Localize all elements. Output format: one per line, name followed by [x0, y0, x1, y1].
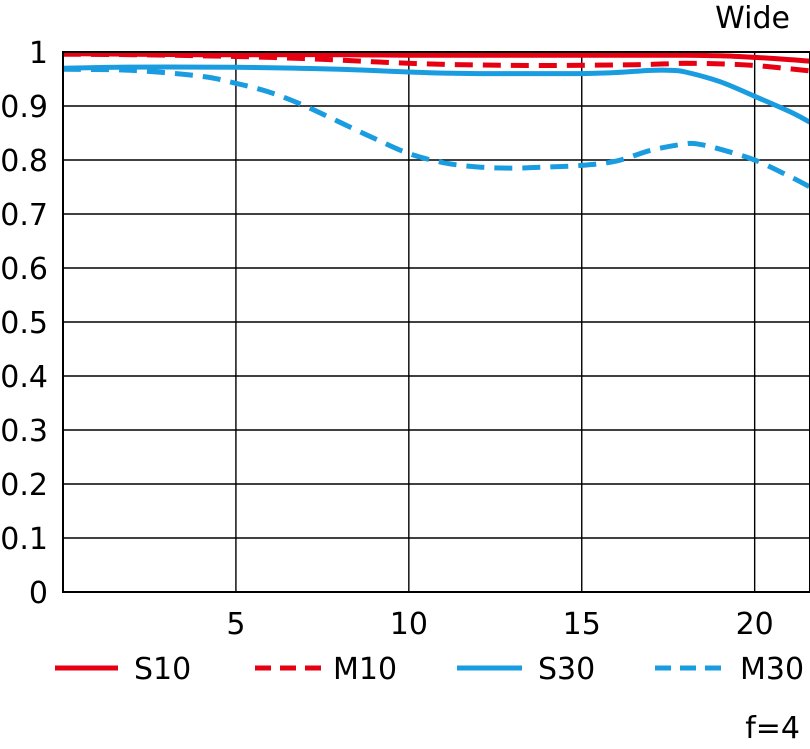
- y-tick-label: 0.6: [0, 252, 48, 287]
- y-tick-label: 0: [29, 576, 48, 611]
- y-tick-label: 1: [29, 36, 48, 71]
- x-tick-label: 10: [390, 607, 428, 642]
- y-tick-label: 0.2: [0, 468, 48, 503]
- legend-label-s10: S10: [134, 652, 191, 687]
- y-tick-label: 0.7: [0, 198, 48, 233]
- plot-frame: [62, 51, 810, 593]
- y-tick-labels: 0 0.1 0.2 0.3 0.4 0.5 0.6 0.7 0.8 0.9 1: [0, 36, 48, 611]
- y-tick-label: 0.5: [0, 306, 48, 341]
- y-tick-label: 0.1: [0, 522, 48, 557]
- aperture-label: f=4: [745, 711, 800, 746]
- y-tick-label: 0.3: [0, 414, 48, 449]
- x-tick-label: 5: [226, 607, 245, 642]
- legend-label-s30: S30: [538, 652, 595, 687]
- series-line-m10: [63, 51, 810, 74]
- grid: [63, 51, 810, 593]
- x-tick-labels: 5 10 15 20: [226, 607, 773, 642]
- legend: S10 M10 S30 M30: [55, 652, 804, 687]
- y-tick-label: 0.9: [0, 90, 48, 125]
- series-line-m30: [63, 66, 810, 190]
- x-tick-label: 15: [563, 607, 601, 642]
- legend-label-m10: M10: [333, 652, 397, 687]
- chart-title: Wide: [715, 1, 790, 36]
- series-lines: [63, 51, 810, 190]
- y-tick-label: 0.8: [0, 144, 48, 179]
- y-tick-label: 0.4: [0, 360, 48, 395]
- legend-label-m30: M30: [740, 652, 804, 687]
- x-tick-label: 20: [736, 607, 774, 642]
- series-line-s30: [63, 64, 810, 125]
